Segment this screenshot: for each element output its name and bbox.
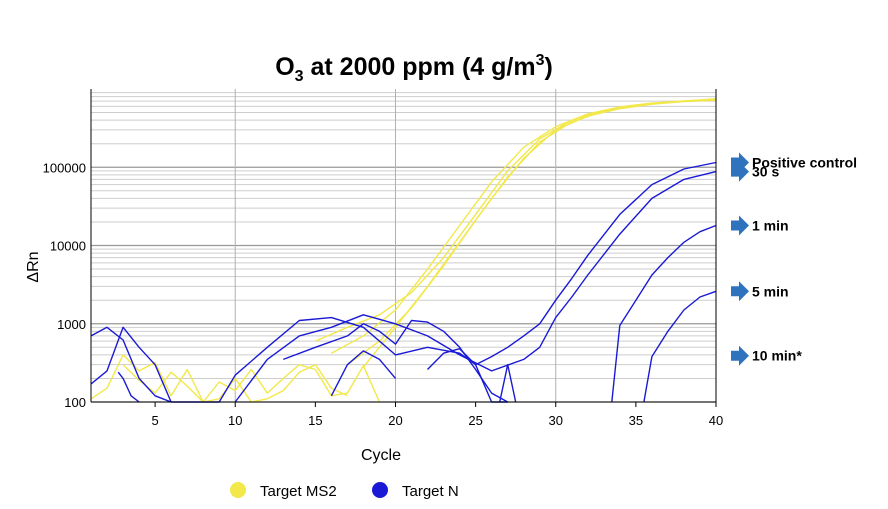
series-line-11 — [283, 319, 509, 403]
arrow-icon — [731, 345, 749, 366]
legend-label: Target MS2 — [260, 483, 337, 500]
legend-marker — [230, 482, 246, 498]
annotation-label: 1 min — [752, 218, 789, 234]
annotation: 10 min* — [731, 345, 802, 366]
axes — [90, 89, 717, 403]
series-line-6 — [122, 364, 381, 403]
series-line-13 — [427, 348, 508, 403]
chart-title: O3 at 2000 ppm (4 g/m3) — [275, 52, 553, 85]
legend: Target MS2 Target N — [230, 482, 459, 500]
y-tick-label: 10000 — [50, 239, 86, 254]
series-line-10 — [117, 371, 140, 403]
series-line-1 — [331, 99, 717, 354]
chart-title-middle: at 2000 ppm (4 g/m — [304, 53, 536, 81]
annotation-label: Positive control — [752, 155, 857, 171]
chart-title-end: ) — [544, 53, 552, 81]
tick-labels: 5 10 15 20 25 30 35 40 100 1000 10000 100000 — [43, 160, 724, 428]
chart-title-subscript: 3 — [295, 68, 304, 85]
series-line-7 — [90, 161, 717, 403]
annotation: Positive control — [731, 152, 857, 173]
y-axis-label: ΔRn — [25, 251, 42, 282]
x-tick-label: 10 — [228, 413, 242, 428]
x-tick-label: 20 — [388, 413, 402, 428]
legend-label: Target N — [402, 483, 459, 500]
y-tick-label: 1000 — [57, 317, 86, 332]
legend-item: Target MS2 — [230, 482, 337, 500]
chart-title-main: O — [275, 53, 294, 81]
annotation: 5 min — [731, 281, 789, 302]
grid — [91, 89, 716, 403]
annotation-label: 30 s — [752, 164, 779, 180]
series-line-15 — [611, 224, 717, 403]
series-line-4 — [315, 98, 717, 342]
series-line-9 — [90, 326, 172, 403]
chart-title-superscript: 3 — [536, 52, 545, 69]
x-tick-label: 40 — [709, 413, 723, 428]
series-line-12 — [330, 350, 397, 397]
arrow-icon — [731, 161, 749, 182]
x-axis-label: Cycle — [361, 447, 401, 464]
x-tick-label: 25 — [468, 413, 482, 428]
series-line-14 — [499, 364, 517, 403]
x-tick-label: 30 — [549, 413, 563, 428]
x-tick-label: 15 — [308, 413, 322, 428]
x-tick-label: 5 — [151, 413, 158, 428]
arrow-icon — [731, 215, 749, 236]
legend-item: Target N — [372, 482, 459, 500]
legend-marker — [372, 482, 388, 498]
annotation: 1 min — [731, 215, 789, 236]
y-tick-label: 100 — [64, 395, 86, 410]
x-tick-label: 35 — [629, 413, 643, 428]
annotation-label: 10 min* — [752, 348, 802, 364]
annotation-label: 5 min — [752, 283, 789, 299]
arrow-icon — [731, 281, 749, 302]
series-line-16 — [643, 290, 717, 403]
series-line-2 — [346, 98, 717, 366]
y-tick-label: 100000 — [43, 160, 86, 175]
annotation: 30 s — [731, 161, 779, 182]
series-lines — [90, 98, 717, 403]
